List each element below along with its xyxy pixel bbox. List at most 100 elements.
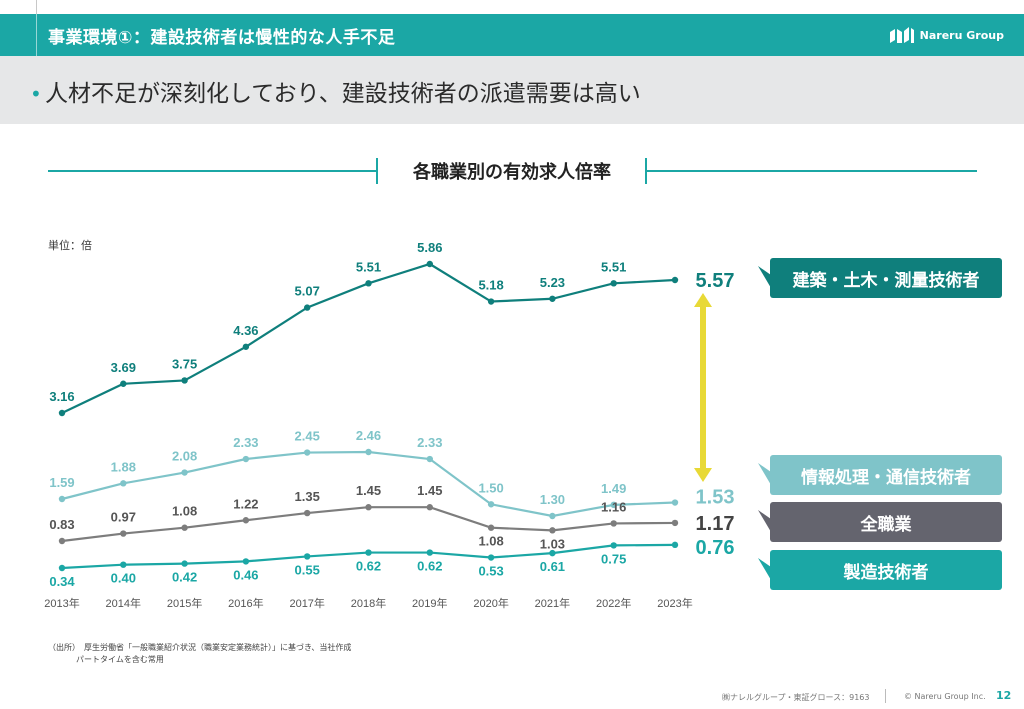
header-bar: 事業環境①：建設技術者は慢性的な人手不足 Nareru Group (0, 14, 1024, 56)
data-point (242, 455, 250, 463)
data-label: 5.51 (601, 259, 626, 274)
data-point (58, 537, 66, 545)
final-value-label: 5.57 (696, 270, 735, 292)
data-point (610, 501, 617, 509)
final-value-label: 1.17 (696, 513, 735, 535)
data-label: 1.49 (601, 481, 626, 496)
data-point (365, 549, 372, 556)
data-label: 0.62 (417, 559, 442, 574)
footer-copyright: © Nareru Group Inc. (904, 692, 986, 701)
data-point (120, 530, 127, 537)
legend-tag-construction: 建築・土木・測量技術者 (770, 258, 1002, 298)
source-note: （出所） 厚生労働省「一般職業紹介状況（職業安定業務統計）」に基づき、当社作成 … (48, 642, 351, 666)
data-label: 2.33 (233, 435, 258, 450)
data-label: 1.35 (295, 489, 320, 504)
comparison-arrow-shaft (700, 305, 706, 470)
x-tick-label: 2021年 (535, 596, 570, 610)
data-label: 1.45 (417, 483, 442, 498)
chart-title: 各職業別の有効求人倍率 (413, 162, 611, 183)
comparison-arrow-head-down (694, 468, 712, 482)
data-point (610, 280, 617, 287)
title-rule-right (647, 170, 977, 172)
data-label: 1.59 (49, 475, 74, 490)
data-label: 1.30 (540, 492, 565, 507)
source-line-2: パートタイムを含む常用 (76, 655, 164, 664)
company-logo: Nareru Group (889, 26, 1004, 44)
data-label: 0.34 (49, 574, 75, 589)
top-strip (0, 0, 1024, 14)
data-label: 0.40 (111, 571, 136, 586)
page-title: 事業環境①：建設技術者は慢性的な人手不足 (48, 28, 396, 48)
data-point (426, 455, 433, 463)
data-label: 3.69 (111, 360, 136, 375)
x-tick-label: 2013年 (44, 596, 79, 610)
title-rule-left-tick (376, 158, 378, 184)
data-label: 1.03 (540, 536, 565, 551)
tag-pointer (758, 266, 771, 288)
data-label: 0.75 (601, 551, 626, 566)
data-point (671, 541, 679, 549)
data-label: 2.08 (172, 449, 197, 464)
unit-label: 単位：倍 (48, 239, 92, 252)
data-point (426, 260, 433, 268)
legend-tag-manufacturing: 製造技術者 (770, 550, 1002, 590)
data-point (549, 549, 556, 557)
x-tick-label: 2020年 (473, 596, 508, 610)
headline-bullet: • (30, 82, 42, 106)
data-point (304, 304, 311, 311)
data-label: 0.61 (540, 559, 565, 574)
header-divider (36, 14, 37, 56)
comparison-arrow-head-up (694, 293, 712, 307)
data-point (181, 524, 188, 531)
data-label: 5.86 (417, 240, 442, 255)
data-point (549, 512, 556, 520)
data-point (304, 553, 311, 560)
data-label: 0.53 (478, 564, 503, 579)
data-label: 5.23 (540, 275, 565, 290)
data-label: 2.33 (417, 435, 442, 450)
data-label: 0.97 (111, 510, 136, 525)
data-point (426, 549, 433, 556)
x-tick-label: 2015年 (167, 596, 202, 610)
legend-tag-all: 全職業 (770, 502, 1002, 542)
x-tick-label: 2017年 (289, 596, 324, 610)
nareru-logo-icon (889, 27, 914, 43)
data-point (610, 520, 617, 527)
data-point (120, 480, 127, 487)
data-label: 1.16 (601, 499, 626, 514)
logo-text: Nareru Group (919, 28, 1004, 42)
data-point (120, 380, 127, 387)
data-point (58, 495, 66, 503)
data-label: 0.83 (49, 517, 74, 532)
page-number: 12 (996, 689, 1012, 702)
data-label: 1.50 (478, 480, 503, 495)
data-label: 5.51 (356, 259, 381, 274)
data-point (549, 527, 556, 534)
data-point (671, 519, 679, 527)
footer-divider (885, 689, 886, 703)
data-label: 1.08 (478, 534, 503, 549)
data-label: 2.45 (295, 429, 320, 444)
data-point (487, 524, 495, 531)
data-point (120, 561, 127, 568)
data-point (242, 517, 250, 524)
data-label: 3.75 (172, 356, 197, 371)
data-point (304, 449, 311, 456)
x-tick-label: 2022年 (596, 596, 631, 610)
data-point (181, 469, 188, 476)
data-point (610, 542, 617, 549)
data-label: 2.46 (356, 428, 381, 443)
data-point (549, 295, 556, 302)
data-point (242, 343, 250, 350)
legend-tag-it: 情報処理・通信技術者 (770, 455, 1002, 495)
data-point (181, 377, 188, 384)
data-label: 5.18 (478, 278, 503, 293)
tag-pointer (758, 510, 771, 532)
data-label: 1.88 (111, 459, 136, 474)
final-value-label: 0.76 (696, 537, 735, 559)
tag-pointer (758, 558, 771, 580)
data-point (365, 448, 372, 456)
data-label: 1.45 (356, 483, 381, 498)
title-rule-left (48, 170, 378, 172)
